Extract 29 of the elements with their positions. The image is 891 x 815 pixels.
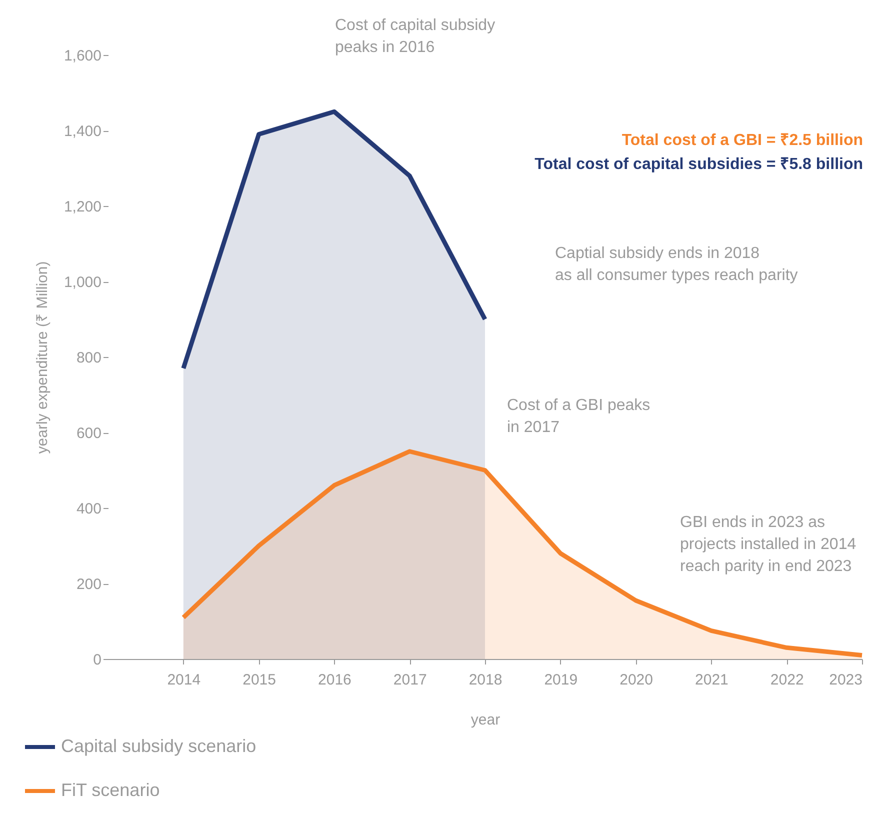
- y-tick-label: 1,600: [64, 48, 102, 64]
- y-tick-label: 1,400: [64, 123, 102, 140]
- x-tick-label: 2021: [695, 672, 728, 688]
- x-tick-label: 2018: [468, 672, 502, 688]
- y-tick-label: 200: [76, 576, 102, 593]
- y-tick-label: 400: [76, 500, 102, 518]
- x-tick-label: 2014: [167, 672, 201, 688]
- x-tick-label: 2020: [620, 672, 653, 688]
- y-tick-label: 600: [76, 425, 102, 442]
- x-tick-label: 2016: [318, 672, 352, 688]
- x-tick-label: 2015: [242, 672, 276, 688]
- legend-label: FiT scenario: [61, 780, 160, 800]
- annotation: Cost of a GBI peaks in 2017: [507, 397, 650, 436]
- annotation: Total cost of a GBI = ₹2.5 billion: [622, 132, 863, 149]
- x-tick-label: 2017: [393, 672, 427, 688]
- y-tick-label: 1,200: [64, 198, 102, 216]
- y-tick-label: 0: [93, 652, 102, 668]
- annotation: Total cost of capital subsidies = ₹5.8 billion: [534, 156, 863, 173]
- annotation: Cost of capital subsidy peaks in 2016: [335, 17, 496, 56]
- x-tick-label: 2023: [829, 672, 862, 688]
- x-tick-label: 2019: [544, 672, 578, 688]
- y-tick-label: 800: [76, 350, 102, 366]
- annotation: Captial subsidy ends in 2018 as all consumer types reach parity: [555, 245, 798, 284]
- y-tick-label: 1,000: [64, 274, 102, 291]
- legend-label: Capital subsidy scenario: [61, 736, 256, 756]
- annotation: GBI ends in 2023 as projects installed in 2014 reach parity in end 2023: [680, 514, 856, 575]
- x-axis-title: year: [470, 712, 500, 728]
- x-tick-label: 2022: [770, 672, 804, 688]
- y-axis-title: yearly expenditure (₹ Million): [34, 261, 51, 454]
